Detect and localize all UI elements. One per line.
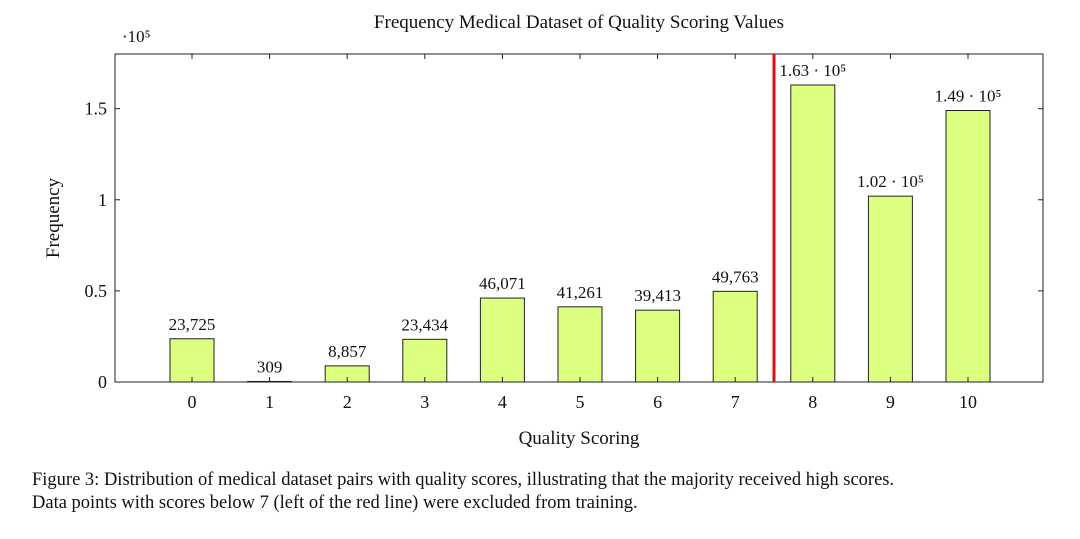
x-tick-label: 2 xyxy=(343,392,352,412)
data-label: 8,857 xyxy=(328,342,367,361)
caption-line-1: Figure 3: Distribution of medical datase… xyxy=(32,470,895,490)
x-tick-label: 3 xyxy=(420,392,429,412)
x-tick-label: 0 xyxy=(188,392,197,412)
bar-9 xyxy=(867,195,913,383)
bar-4 xyxy=(479,297,525,383)
chart-title: Frequency Medical Dataset of Quality Sco… xyxy=(374,12,784,33)
data-label: 309 xyxy=(257,357,283,376)
caption-line-2: Data points with scores below 7 (left of… xyxy=(32,493,638,513)
plot-area: 0 0.5 1 1.5 0 1 2 3 4 5 6 7 8 9 10 23,725 309 8,857 23,434… xyxy=(85,53,1044,412)
x-tick-label: 4 xyxy=(498,392,507,412)
data-label: 49,763 xyxy=(712,267,759,286)
x-tick-label: 8 xyxy=(808,392,817,412)
data-label: 39,413 xyxy=(634,286,681,305)
figure-caption: Figure 3: Distribution of medical datase… xyxy=(32,469,1062,515)
y-tick-label: 1 xyxy=(98,190,107,210)
y-tick-label: 0 xyxy=(98,372,107,392)
x-axis-label: Quality Scoring xyxy=(519,428,640,449)
data-label: 23,725 xyxy=(169,315,216,334)
data-label: 1.63 · 10⁵ xyxy=(779,61,846,80)
x-tick-label: 10 xyxy=(959,392,977,412)
y-tick-label: 0.5 xyxy=(85,281,108,301)
y-axis-label: Frequency xyxy=(43,177,64,258)
x-tick-label: 7 xyxy=(731,392,740,412)
quality-scoring-bar-chart: Frequency Medical Dataset of Quality Sco… xyxy=(43,12,1044,449)
bar-7 xyxy=(712,290,758,383)
y-scale-label: ·10⁵ xyxy=(122,27,151,46)
x-tick-label: 9 xyxy=(886,392,895,412)
bar-10 xyxy=(945,109,991,383)
data-label: 1.49 · 10⁵ xyxy=(935,86,1002,105)
x-tick-label: 6 xyxy=(653,392,662,412)
bar-3 xyxy=(402,338,448,383)
bar-5 xyxy=(557,306,603,383)
bar-8 xyxy=(790,84,836,383)
data-label: 41,261 xyxy=(557,283,604,302)
x-tick-label: 1 xyxy=(265,392,274,412)
plot-frame xyxy=(114,53,1044,383)
data-label: 46,071 xyxy=(479,274,526,293)
data-label: 23,434 xyxy=(401,315,448,334)
x-tick-label: 5 xyxy=(576,392,585,412)
bar-6 xyxy=(635,309,681,383)
data-label: 1.02 · 10⁵ xyxy=(857,172,924,191)
bar-0 xyxy=(169,338,215,383)
y-tick-label: 1.5 xyxy=(85,99,108,119)
